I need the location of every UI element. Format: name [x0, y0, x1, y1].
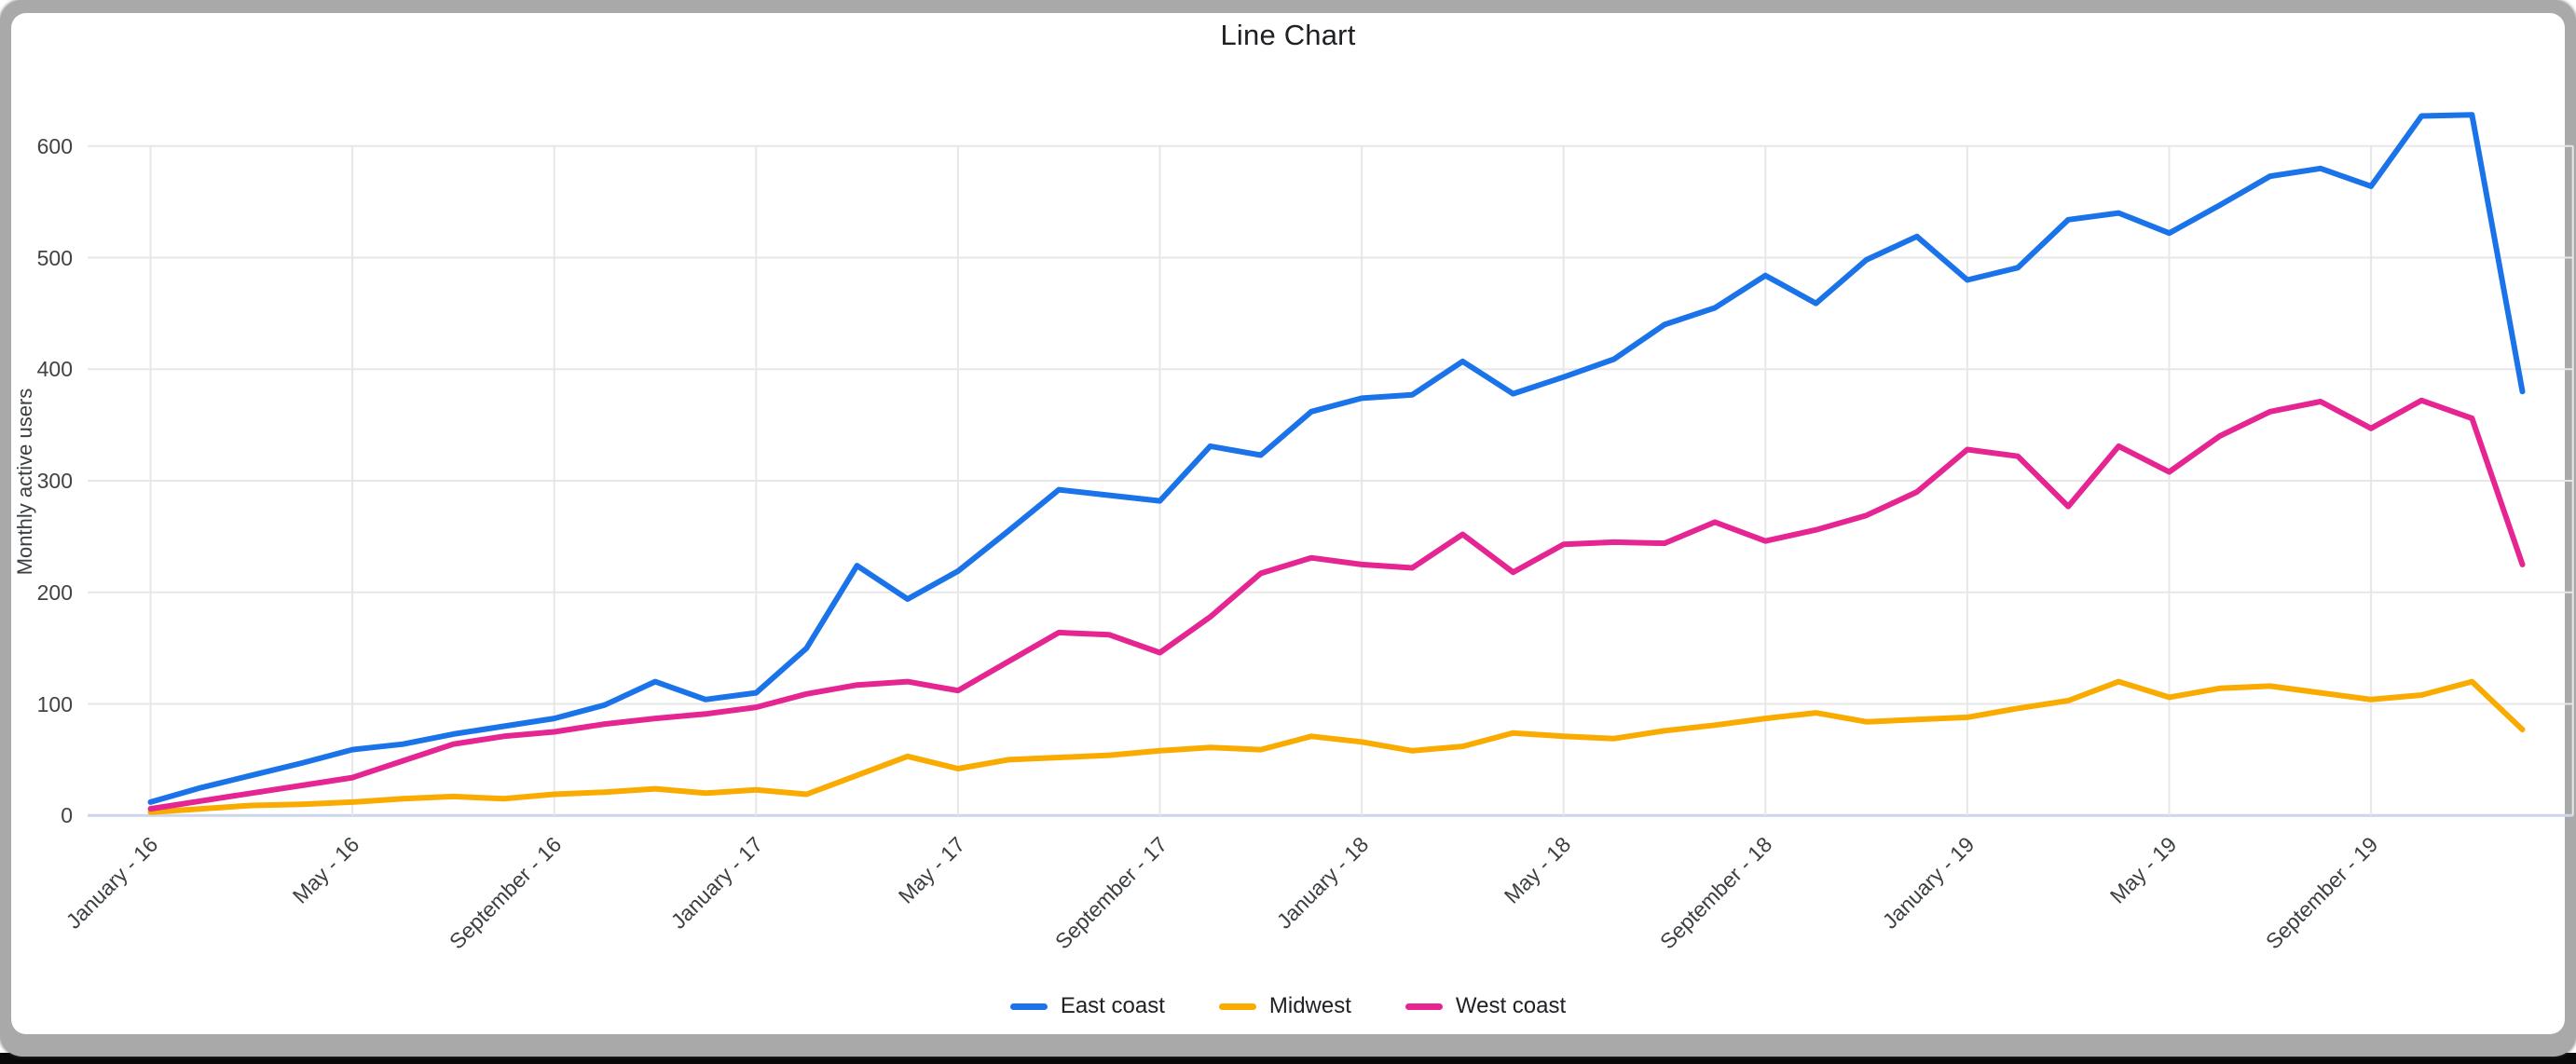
chart-card [11, 13, 2565, 1034]
legend-item-west-coast: West coast [1404, 993, 1567, 1019]
legend-item-east-coast: East coast [1009, 993, 1165, 1019]
y-tick-label: 100 [36, 691, 73, 716]
y-tick-label: 400 [36, 357, 73, 382]
chart-legend: East coast Midwest West coast [0, 989, 2576, 1023]
series-line-midwest [147, 678, 2526, 815]
y-tick-label: 0 [61, 803, 73, 828]
y-tick-label: 200 [36, 580, 73, 605]
legend-label: Midwest [1268, 993, 1351, 1018]
legend-swatch [1009, 1003, 1048, 1010]
legend-item-midwest: Midwest [1218, 993, 1351, 1019]
legend-label: East coast [1060, 993, 1165, 1018]
series-line-west-coast [147, 397, 2526, 812]
chart-title: Line Chart [1220, 19, 1356, 51]
y-tick-label: 300 [36, 469, 73, 494]
legend-label: West coast [1455, 993, 1567, 1018]
y-tick-label: 500 [36, 245, 73, 270]
series-line-east-coast [147, 112, 2526, 805]
y-tick-label: 600 [36, 133, 73, 158]
legend-swatch [1218, 1003, 1256, 1010]
legend-swatch [1404, 1003, 1443, 1010]
